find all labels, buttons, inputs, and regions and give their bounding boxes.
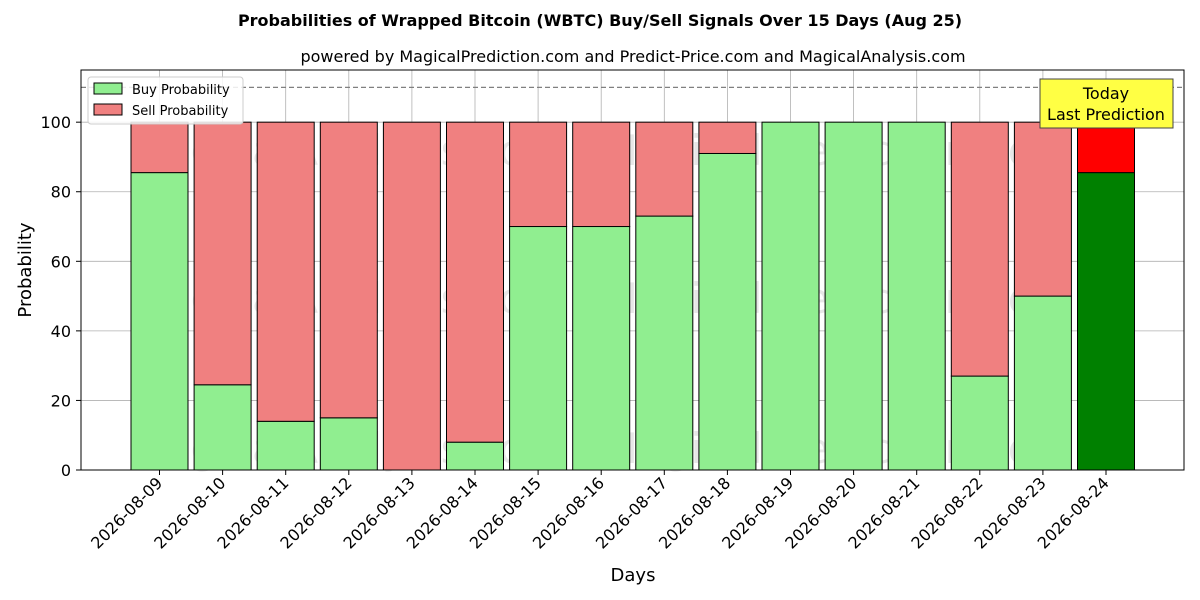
bar-sell: [509, 121, 568, 228]
y-tick-label: 0: [61, 461, 71, 480]
y-tick-label: 80: [51, 183, 71, 202]
today-annotation-line1: Today: [1082, 84, 1129, 103]
bar-buy: [887, 121, 946, 471]
y-axis-label: Probability: [15, 222, 36, 317]
plot-frame: [80, 69, 1185, 471]
bar-buy: [635, 215, 694, 471]
bar-buy: [950, 375, 1009, 471]
y-tick-label: 40: [51, 322, 71, 341]
bars: [130, 121, 1135, 471]
bar-buy: [319, 417, 378, 471]
today-annotation-box: [1039, 78, 1174, 129]
legend-label-sell: Sell Probability: [132, 104, 229, 119]
bar-sell: [382, 121, 441, 471]
bar-buy: [761, 121, 820, 471]
x-axis-ticks: 2026-08-092026-08-102026-08-112026-08-12…: [87, 470, 1113, 553]
bar-buy: [698, 152, 757, 471]
bar-buy: [446, 441, 504, 471]
legend-swatch-sell: [93, 103, 123, 116]
bar-buy: [1077, 172, 1135, 471]
chart-title: Probabilities of Wrapped Bitcoin (WBTC) …: [238, 11, 962, 30]
bar-buy: [572, 226, 631, 471]
y-tick-label: 100: [40, 113, 71, 132]
x-axis-label: Days: [611, 565, 656, 586]
bar-sell: [319, 121, 378, 419]
bar-sell: [698, 121, 757, 154]
bar-sell: [1013, 121, 1072, 297]
bar-sell: [130, 121, 189, 174]
bar-sell: [1077, 121, 1135, 174]
bar-sell: [256, 121, 315, 422]
bar-sell: [572, 121, 631, 228]
bar-sell: [193, 121, 252, 386]
y-axis-ticks: 0 20 40 60 80 100: [40, 113, 81, 480]
bar-buy: [824, 121, 883, 471]
today-annotation-line2: Last Prediction: [1047, 105, 1165, 124]
y-tick-label: 20: [51, 391, 71, 410]
y-tick-label: 60: [51, 252, 71, 271]
bar-buy: [1013, 295, 1072, 471]
today-annotation: Today Last Prediction: [1039, 78, 1174, 129]
chart-subtitle: powered by MagicalPrediction.com and Pre…: [300, 47, 965, 66]
bar-buy: [509, 226, 568, 471]
bar-sell: [635, 121, 694, 217]
legend: Buy Probability Sell Probability: [87, 76, 244, 125]
bar-sell: [950, 121, 1009, 377]
bar-buy: [193, 384, 252, 471]
bar-buy: [130, 172, 189, 471]
bar-buy: [256, 420, 315, 471]
legend-swatch-buy: [93, 82, 123, 95]
legend-label-buy: Buy Probability: [132, 83, 230, 98]
legend-box: [87, 76, 244, 125]
bar-sell: [446, 121, 504, 443]
